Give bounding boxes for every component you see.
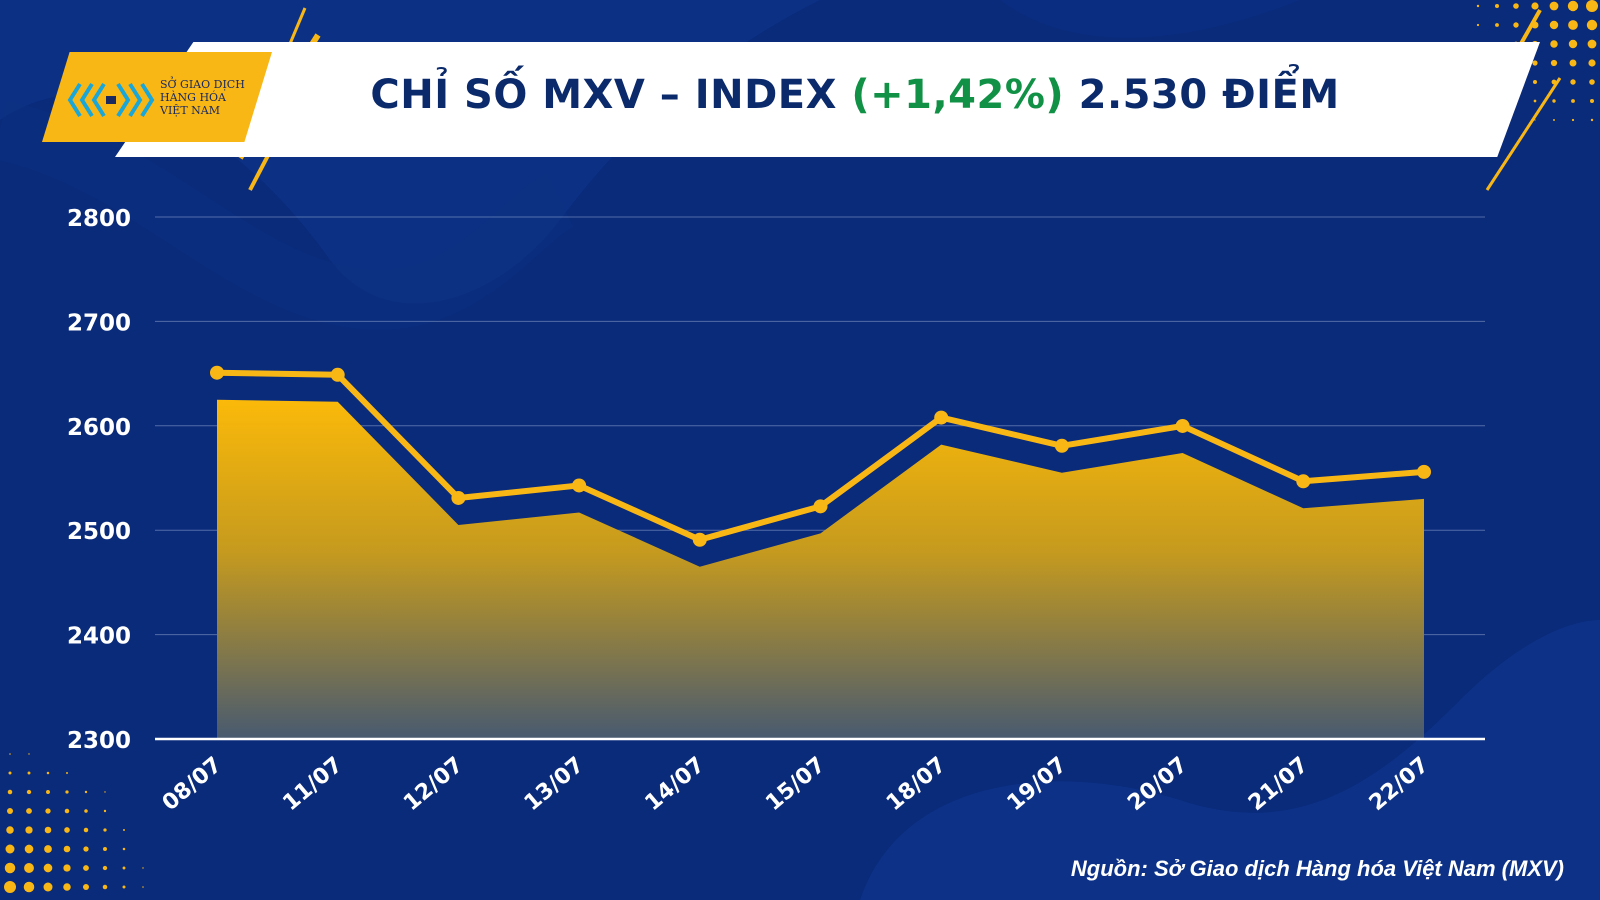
x-tick-label: 21/07 [1244,752,1313,816]
data-point-marker [572,478,587,493]
data-point-marker [813,499,828,514]
chart-title: CHỈ SỐ MXV – INDEX (+1,42%) 2.530 ĐIỂM [300,72,1410,132]
x-tick-label: 08/07 [158,752,227,816]
y-tick-label: 2600 [67,415,131,441]
x-tick-label: 15/07 [761,752,830,816]
y-tick-label: 2500 [67,519,131,545]
mxv-logo-icon [67,82,155,118]
title-banner [115,42,1540,157]
data-point-marker [692,532,707,547]
data-point-marker [1296,474,1311,489]
title-prefix: CHỈ SỐ MXV – INDEX [370,72,852,118]
title-suffix: 2.530 ĐIỂM [1064,72,1340,118]
data-point-marker [451,490,466,505]
y-tick-label: 2800 [67,206,131,232]
data-point-marker [934,410,949,425]
x-tick-label: 11/07 [278,752,347,816]
x-tick-label: 22/07 [1365,752,1434,816]
data-point-marker [210,365,224,380]
y-tick-label: 2700 [67,310,131,336]
index-area [217,399,1424,739]
x-tick-label: 12/07 [399,752,468,816]
x-tick-label: 20/07 [1123,752,1192,816]
logo-text: SỞ GIAO DỊCH HÀNG HÓA VIỆT NAM [160,78,260,117]
data-point-marker [330,367,345,382]
y-tick-label: 2400 [67,624,131,650]
x-tick-label: 14/07 [641,752,710,816]
logo-background [42,52,272,142]
x-tick-label: 13/07 [520,752,589,816]
title-change-percent: (+1,42%) [851,72,1065,118]
y-tick-label: 2300 [67,728,131,754]
data-point-marker [1054,438,1069,453]
source-note: Nguồn: Sở Giao dịch Hàng hóa Việt Nam (M… [1070,856,1564,881]
x-tick-label: 18/07 [882,752,951,816]
data-point-marker [1417,464,1431,479]
logo-line-3: VIỆT NAM [160,104,220,117]
logo-line-2: HÀNG HÓA [160,91,226,104]
logo-line-1: SỞ GIAO DỊCH [160,78,245,91]
data-point-marker [1175,418,1190,433]
x-tick-label: 19/07 [1003,752,1072,816]
